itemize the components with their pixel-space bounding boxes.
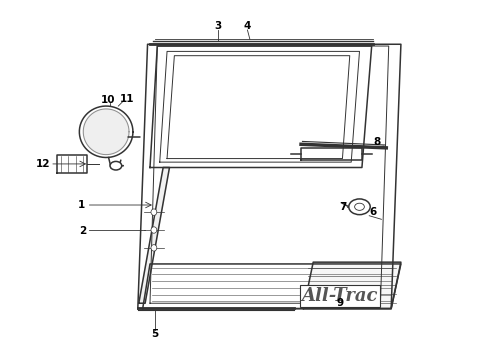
Polygon shape <box>83 109 129 155</box>
Text: 12: 12 <box>36 159 50 169</box>
Text: 10: 10 <box>100 95 115 105</box>
Ellipse shape <box>151 209 157 215</box>
Circle shape <box>110 161 122 170</box>
Text: 6: 6 <box>369 207 376 217</box>
Text: 9: 9 <box>337 298 343 308</box>
Polygon shape <box>303 262 401 309</box>
Text: 8: 8 <box>373 138 380 148</box>
Circle shape <box>355 203 365 210</box>
Polygon shape <box>139 167 170 303</box>
Text: All-Trac: All-Trac <box>302 287 378 305</box>
Ellipse shape <box>151 227 157 233</box>
Text: 5: 5 <box>151 329 158 339</box>
Text: 4: 4 <box>244 21 251 31</box>
Text: 2: 2 <box>79 226 87 236</box>
Text: 1: 1 <box>78 200 85 210</box>
Ellipse shape <box>151 245 157 251</box>
Circle shape <box>349 199 370 215</box>
Text: 3: 3 <box>215 21 222 31</box>
Text: 11: 11 <box>120 94 134 104</box>
Text: 7: 7 <box>339 202 346 212</box>
